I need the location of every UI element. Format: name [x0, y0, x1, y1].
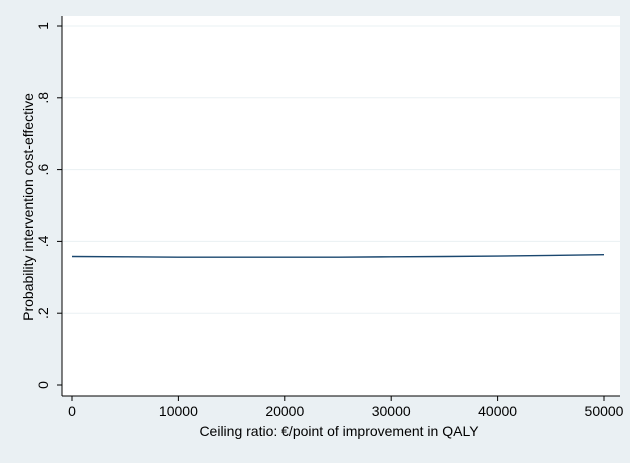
x-axis-ticks: 0 10000 20000 30000 40000 50000: [68, 396, 624, 419]
plot-area: [62, 16, 620, 396]
x-axis-label: Ceiling ratio: €/point of improvement in…: [199, 423, 479, 439]
x-tick-label: 40000: [478, 403, 517, 419]
y-tick-label: .6: [35, 164, 51, 176]
y-tick-label: 1: [35, 22, 51, 30]
series-line: [71, 254, 605, 258]
y-tick-label: .2: [35, 307, 51, 319]
y-axis-ticks: 0 .2 .4 .6 .8 1: [35, 22, 62, 389]
x-tick-label: 10000: [159, 403, 198, 419]
x-tick-label: 0: [68, 403, 76, 419]
y-axis-label: Probability intervention cost-effective: [20, 93, 36, 321]
series-group: [71, 254, 605, 258]
y-tick-label: 0: [35, 381, 51, 389]
x-tick-label: 20000: [265, 403, 304, 419]
x-tick-label: 50000: [585, 403, 624, 419]
y-tick-label: .4: [35, 235, 51, 247]
y-tick-label: .8: [35, 92, 51, 104]
grid-lines: [62, 25, 620, 314]
x-tick-label: 30000: [372, 403, 411, 419]
